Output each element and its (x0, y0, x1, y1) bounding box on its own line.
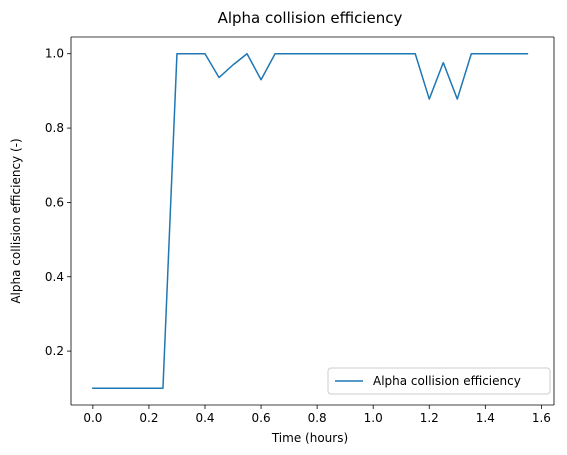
y-tick-label: 0.8 (45, 121, 64, 135)
series-line-0 (92, 52, 529, 390)
x-tick-label: 1.4 (476, 411, 495, 425)
x-tick-label: 0.6 (252, 411, 271, 425)
plot-area: 0.0 0.2 0.4 0.6 0.8 1.0 1.2 1.4 1.6 0.2 0.4 0.6 0.8 1… (45, 36, 555, 425)
legend-label: Alpha collision efficiency (373, 374, 521, 388)
x-tick-label: 0.4 (195, 411, 214, 425)
x-tick-label: 0.0 (83, 411, 102, 425)
y-tick-label: 0.2 (45, 344, 64, 358)
x-tick-label: 1.2 (420, 411, 439, 425)
y-axis-label: Alpha collision efficiency (-) (9, 138, 23, 303)
legend-box (327, 367, 551, 395)
x-tick-label: 0.2 (139, 411, 158, 425)
y-tick-label: 0.6 (45, 195, 64, 209)
legend: Alpha collision efficiency (327, 367, 551, 395)
x-axis-label: Time (hours) (271, 431, 348, 445)
y-tick-label: 0.4 (45, 270, 64, 284)
x-tick-label: 0.8 (308, 411, 327, 425)
y-tick-label: 1.0 (45, 47, 64, 61)
chart-title: Alpha collision efficiency (218, 9, 403, 27)
x-tick-label: 1.6 (532, 411, 551, 425)
x-tick-label: 1.0 (364, 411, 383, 425)
